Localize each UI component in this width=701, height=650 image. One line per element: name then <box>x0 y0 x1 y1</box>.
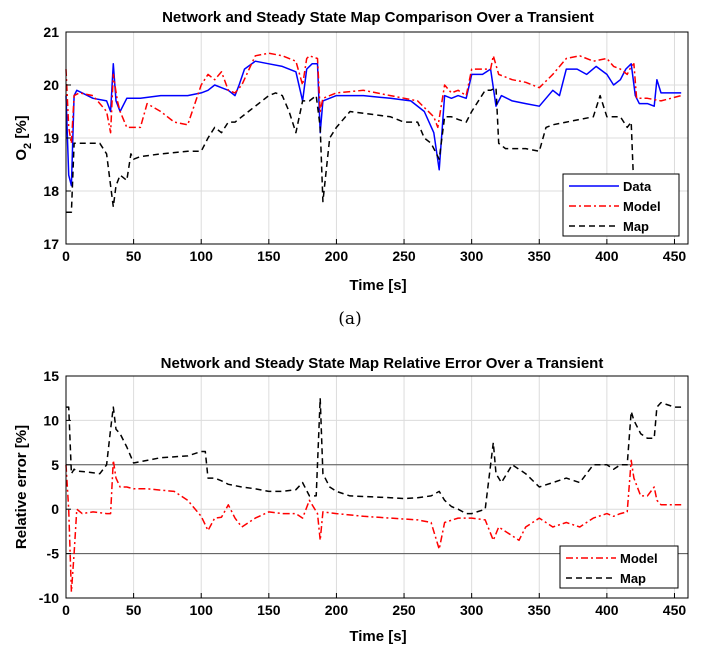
x-tick-label: 300 <box>460 248 484 264</box>
legend: Data Model Map <box>562 173 680 237</box>
y-tick-label: 10 <box>43 412 59 428</box>
x-tick-label: 100 <box>190 602 214 618</box>
y-axis-label-subscript: 2 <box>22 143 34 149</box>
x-tick-label: 100 <box>190 248 214 264</box>
y-axis-label: O2 [%] <box>13 115 34 160</box>
y-tick-label: 5 <box>51 457 59 473</box>
x-tick-label: 50 <box>126 248 142 264</box>
x-tick-label: 400 <box>595 602 619 618</box>
y-tick-label: 18 <box>43 183 59 199</box>
legend-box <box>559 545 679 589</box>
y-axis-label: Relative error [%] <box>13 425 30 549</box>
y-tick-label: 19 <box>43 130 59 146</box>
x-tick-label: 350 <box>528 248 552 264</box>
x-axis-label: Time [s] <box>349 628 406 645</box>
series-line-model <box>65 459 682 593</box>
series-line-map <box>66 397 682 515</box>
x-tick-label: 0 <box>62 602 70 618</box>
x-tick-label: 0 <box>62 248 70 264</box>
tick-labels: 0 50 100 150 200 250 300 350 400 450 17 18 19 20 21 <box>43 24 686 264</box>
legend-label: Model <box>620 551 658 566</box>
y-tick-label: 21 <box>43 24 59 40</box>
x-tick-label: 150 <box>257 602 281 618</box>
x-tick-label: 300 <box>460 602 484 618</box>
x-tick-label: 150 <box>257 248 281 264</box>
x-tick-label: 200 <box>325 248 349 264</box>
legend-label: Data <box>623 179 652 194</box>
x-tick-label: 450 <box>663 248 687 264</box>
legend-label: Map <box>623 219 649 234</box>
series-group <box>65 52 682 213</box>
x-tick-label: 50 <box>126 602 142 618</box>
chart-relative-error: Network and Steady State Map Relative Er… <box>13 355 689 645</box>
x-tick-label: 350 <box>528 602 552 618</box>
y-tick-label: 15 <box>43 368 59 384</box>
series-line-map <box>66 86 635 213</box>
y-axis-label-unit: [%] <box>13 115 30 143</box>
x-tick-label: 250 <box>392 248 416 264</box>
x-tick-label: 400 <box>595 248 619 264</box>
legend: Model Map <box>559 545 679 589</box>
legend-label: Model <box>623 199 661 214</box>
subfigure-label: (a) <box>338 309 361 329</box>
y-tick-label: -10 <box>39 590 59 606</box>
chart-title: Network and Steady State Map Relative Er… <box>161 355 604 372</box>
tick-labels: 0 50 100 150 200 250 300 350 400 450 -10 -5 0 5 10 15 <box>39 368 687 618</box>
y-tick-label: -5 <box>47 546 60 562</box>
plot-frame <box>65 375 689 599</box>
legend-label: Map <box>620 571 646 586</box>
y-tick-label: 20 <box>43 77 59 93</box>
x-axis-label: Time [s] <box>349 277 406 294</box>
x-tick-label: 450 <box>663 602 687 618</box>
x-tick-label: 250 <box>392 602 416 618</box>
chart-o2-comparison: Network and Steady State Map Comparison … <box>13 9 689 294</box>
series-line-model <box>65 52 682 145</box>
x-tick-label: 200 <box>325 602 349 618</box>
y-axis-label-main: O <box>13 149 30 161</box>
y-tick-label: 0 <box>51 501 59 517</box>
series-line-data <box>65 60 682 187</box>
y-tick-label: 17 <box>43 236 59 252</box>
chart-title: Network and Steady State Map Comparison … <box>162 9 594 26</box>
